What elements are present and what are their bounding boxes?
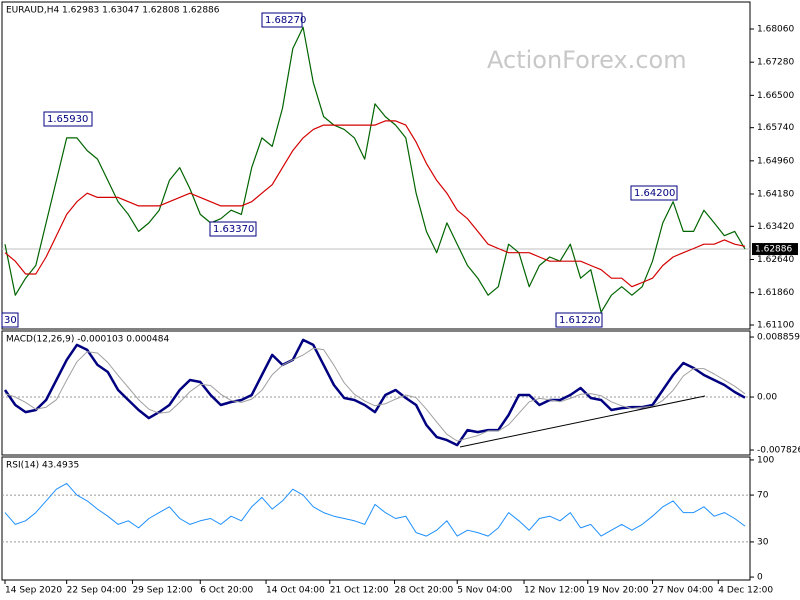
- x-tick-label: 6 Oct 20:00: [200, 586, 253, 596]
- y-tick-label: 30: [757, 537, 769, 547]
- x-tick-label: 4 Dec 12:00: [718, 586, 773, 596]
- x-tick-label: 14 Oct 04:00: [266, 586, 325, 596]
- annotation: 30: [4, 315, 17, 326]
- panel-frame: [1, 456, 751, 581]
- panel-title: EURAUD,H4 1.62983 1.63047 1.62808 1.6288…: [6, 6, 220, 16]
- panel-title: MACD(12,26,9) -0.000103 0.000484: [6, 335, 169, 345]
- series-line: [3, 338, 746, 447]
- y-tick-label: 100: [757, 455, 774, 465]
- y-tick-label: -0.007826: [757, 446, 800, 456]
- annotation-box: [43, 111, 93, 127]
- x-tick-label: 29 Sep 12:00: [132, 586, 192, 596]
- annotation-box: [630, 185, 678, 201]
- watermark: ActionForex.com: [487, 46, 687, 74]
- y-tick-label: 0.00: [757, 393, 777, 403]
- x-tick-label: 22 Sep 04:00: [67, 586, 127, 596]
- y-tick-label: 70: [757, 491, 769, 501]
- y-tick-label: 1.63420: [757, 222, 794, 232]
- annotation: 1.64200: [634, 188, 675, 199]
- annotation: 1.65930: [47, 114, 88, 125]
- panel-frame: [1, 330, 751, 456]
- y-tick-label: 1.61100: [757, 321, 794, 331]
- y-tick-label: 0: [757, 573, 763, 583]
- y-tick-label: 1.67280: [757, 58, 794, 68]
- y-tick-label: 1.61860: [757, 288, 794, 298]
- panel-frame: [1, 1, 751, 330]
- x-tick-label: 19 Nov 20:00: [588, 586, 649, 596]
- annotation-box: [1, 312, 19, 328]
- panel-title: RSI(14) 43.4935: [6, 461, 79, 471]
- y-tick-label: 1.66500: [757, 91, 794, 101]
- y-tick-label: 1.64960: [757, 156, 794, 166]
- y-tick-label: 1.62640: [757, 255, 794, 265]
- last-price-label: 1.62886: [755, 245, 792, 255]
- x-tick-label: 12 Nov 12:00: [524, 586, 585, 596]
- annotation: 1.61220: [559, 315, 600, 326]
- y-tick-label: 1.64180: [757, 190, 794, 200]
- x-tick-label: 27 Nov 04:00: [653, 586, 714, 596]
- annotation-box: [555, 312, 603, 328]
- y-tick-label: 1.68060: [757, 25, 794, 35]
- series-line: [4, 347, 746, 442]
- x-tick-label: 5 Nov 04:00: [457, 586, 512, 596]
- series-line: [4, 26, 746, 313]
- x-tick-label: 21 Oct 12:00: [330, 586, 389, 596]
- series-line: [4, 120, 746, 288]
- annotation: 1.63370: [213, 224, 254, 235]
- x-tick-label: 14 Sep 2020: [5, 586, 62, 596]
- annotation: 1.68270: [265, 15, 306, 26]
- annotation-box: [209, 221, 257, 237]
- y-tick-label: 1.65740: [757, 123, 794, 133]
- y-tick-label: 0.008859: [757, 333, 800, 343]
- last-price-box: [752, 243, 798, 256]
- annotation-box: [261, 12, 303, 28]
- trend-line: [459, 395, 706, 448]
- series-line: [4, 482, 746, 537]
- x-tick-label: 28 Oct 20:00: [395, 586, 454, 596]
